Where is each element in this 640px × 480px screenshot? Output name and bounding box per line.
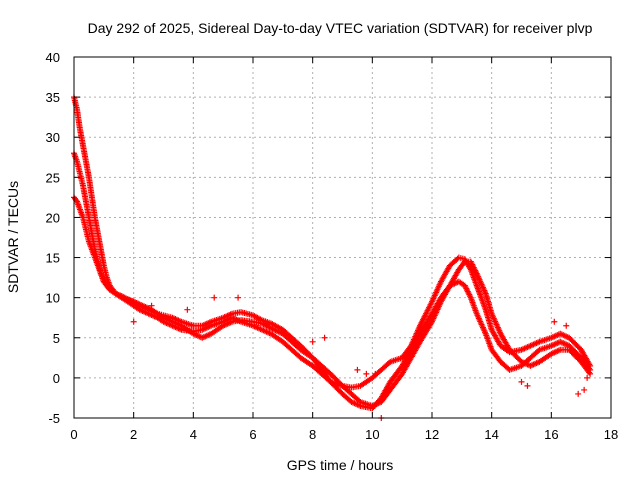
y-tick-label: 25: [46, 170, 60, 185]
data-point-scattered: [148, 302, 155, 309]
data-point-scattered: [575, 390, 582, 397]
x-tick-label: 0: [70, 427, 77, 442]
grid-layer: [74, 57, 611, 418]
data-point-scattered: [563, 322, 570, 329]
data-point-scattered: [581, 386, 588, 393]
data-point-scattered: [321, 334, 328, 341]
data-point-scattered: [363, 370, 370, 377]
y-tick-label: 30: [46, 130, 60, 145]
x-tick-label: 2: [130, 427, 137, 442]
y-tick-label: 10: [46, 291, 60, 306]
data-point-track-c: [460, 259, 467, 266]
data-point-scattered: [584, 374, 591, 381]
data-point-scattered: [130, 318, 137, 325]
x-tick-label: 8: [309, 427, 316, 442]
y-tick-label: 5: [53, 331, 60, 346]
data-point-track-c: [586, 369, 593, 376]
y-axis-title: SDTVAR / TECUs: [5, 181, 21, 293]
x-tick-label: 18: [604, 427, 618, 442]
x-axis-title: GPS time / hours: [287, 457, 394, 473]
y-tick-label: 40: [46, 50, 60, 65]
data-point-scattered: [372, 370, 379, 377]
data-markers: [71, 94, 594, 421]
y-tick-label: 15: [46, 251, 60, 266]
data-point-scattered: [184, 306, 191, 313]
data-point-scattered: [524, 382, 531, 389]
data-point-scattered: [211, 294, 218, 301]
data-point-track-c: [587, 370, 594, 377]
data-point-track-a: [454, 255, 461, 262]
data-point-scattered: [354, 366, 361, 373]
x-tick-label: 6: [249, 427, 256, 442]
y-tick-label: -5: [48, 411, 60, 426]
plot-frame: [73, 56, 612, 419]
chart-title: Day 292 of 2025, Sidereal Day-to-day VTE…: [88, 20, 593, 36]
x-tick-label: 12: [425, 427, 439, 442]
x-tick-label: 14: [484, 427, 498, 442]
data-point-scattered: [309, 338, 316, 345]
data-point-scattered: [518, 378, 525, 385]
axis-layer: 0 2 4 6 8 10 12 14 16 18 -5 0 5 10 15 20 25 30 35 40: [46, 50, 619, 442]
x-tick-label: 16: [544, 427, 558, 442]
data-point-scattered: [235, 294, 242, 301]
x-tick-label: 10: [365, 427, 379, 442]
y-tick-label: 0: [53, 371, 60, 386]
x-tick-label: 4: [190, 427, 197, 442]
data-point-scattered: [551, 318, 558, 325]
y-tick-label: 35: [46, 90, 60, 105]
y-tick-label: 20: [46, 210, 60, 225]
